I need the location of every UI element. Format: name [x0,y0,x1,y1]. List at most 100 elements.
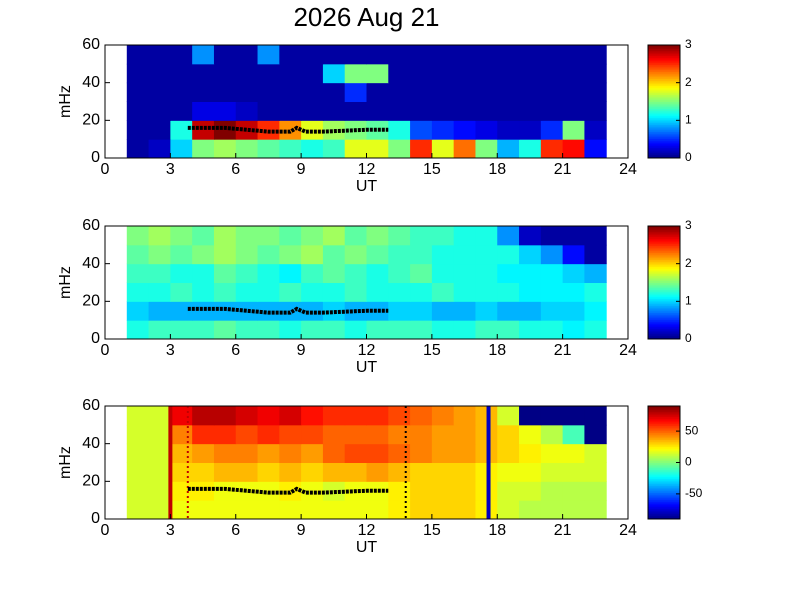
heat-cell [388,301,411,321]
heat-cell [257,462,280,482]
heat-cell [475,120,498,140]
heat-cell [562,320,585,340]
colorbar-step [648,112,680,115]
heat-cell [388,406,411,426]
colorbar-step [648,458,680,462]
heat-cell [519,500,542,520]
heat-cell [562,424,585,445]
colorbar-step [648,289,680,292]
heat-cell [192,244,215,265]
heat-cell [301,63,324,84]
heat-cell [519,424,542,445]
heat-cell [148,424,171,445]
heat-cell [257,263,280,283]
colorbar-tick-label: 2 [685,75,692,89]
colorbar-step [648,256,680,259]
y-tick-label: 60 [82,217,100,234]
heat-cell [170,244,193,265]
colorbar-step [648,499,680,502]
heat-cell [540,101,564,121]
colorbar-step [648,243,680,246]
heat-cell [519,481,542,501]
colorbar-step [648,254,680,257]
colorbar-step [648,240,680,243]
colorbar-step [648,69,680,72]
heat-cell [540,462,564,482]
colorbar-step [648,97,680,101]
colorbar-step [648,131,680,134]
colorbar-step [648,331,680,335]
colorbar-step [648,150,680,154]
heat-cell [192,406,215,426]
heat-cell [410,263,433,283]
heat-cell [279,63,302,84]
heat-cell [257,63,280,84]
colorbar-step [648,485,680,488]
heat-cell [301,263,324,283]
heat-cell [540,443,564,463]
colorbar-step [648,444,680,448]
colorbar-step [648,231,680,234]
colorbar-step [648,466,680,469]
heat-cell [584,481,607,501]
heat-cell [540,406,564,426]
colorbar-step [648,476,680,479]
heat-cell [388,120,411,140]
heat-cell [475,45,498,65]
heat-cell [453,320,476,340]
chart-title: 2026 Aug 21 [293,2,439,32]
heat-cell [126,63,150,84]
colorbar-step [648,428,680,432]
heat-cell [257,424,280,445]
heat-cell [301,45,324,65]
trace [187,306,389,315]
heat-cell [497,63,520,84]
y-tick-label: 40 [82,435,100,452]
heat-cell [213,45,237,65]
heat-cell [519,301,542,321]
colorbar-step [648,275,680,278]
colorbar-step [648,448,680,451]
heat-cell [497,481,520,501]
heat-cell [192,320,215,340]
heat-cell [235,424,259,445]
heat-cell [584,244,607,265]
heat-cell [235,320,259,340]
heat-cell [301,244,324,265]
colorbar-step [648,473,680,476]
heat-cell [126,424,150,445]
heat-cell [453,226,476,246]
y-tick-label: 0 [91,149,100,166]
y-tick-label: 0 [91,510,100,527]
heat-cell [497,120,520,140]
colorbar-step [648,487,680,490]
colorbar-step [648,504,680,508]
colorbar-step [648,439,680,442]
heat-cell [562,101,585,121]
colorbar-step [648,300,680,303]
heat-cell [540,226,564,246]
heat-cell [235,101,259,121]
heat-cell [410,63,433,84]
x-tick-label: 9 [297,342,306,359]
heat-cell [170,301,193,321]
colorbar-step [648,423,680,426]
heat-cell [519,45,542,65]
colorbar-step [648,478,680,481]
colorbar-step [648,149,680,152]
heat-cell [322,244,346,265]
heat-cell [453,139,476,159]
colorbar-step [648,488,680,492]
colorbar-step [648,457,680,460]
x-tick-label: 3 [166,342,175,359]
heat-cell [584,462,607,482]
heat-cell [148,63,171,84]
heat-cell [257,443,280,463]
colorbar-step [648,50,680,53]
heat-cell [562,462,585,482]
colorbar-step [648,303,680,306]
heat-cell [366,226,389,246]
colorbar-step [648,460,680,463]
colorbar-step [648,462,680,465]
heat-cell [562,263,585,283]
